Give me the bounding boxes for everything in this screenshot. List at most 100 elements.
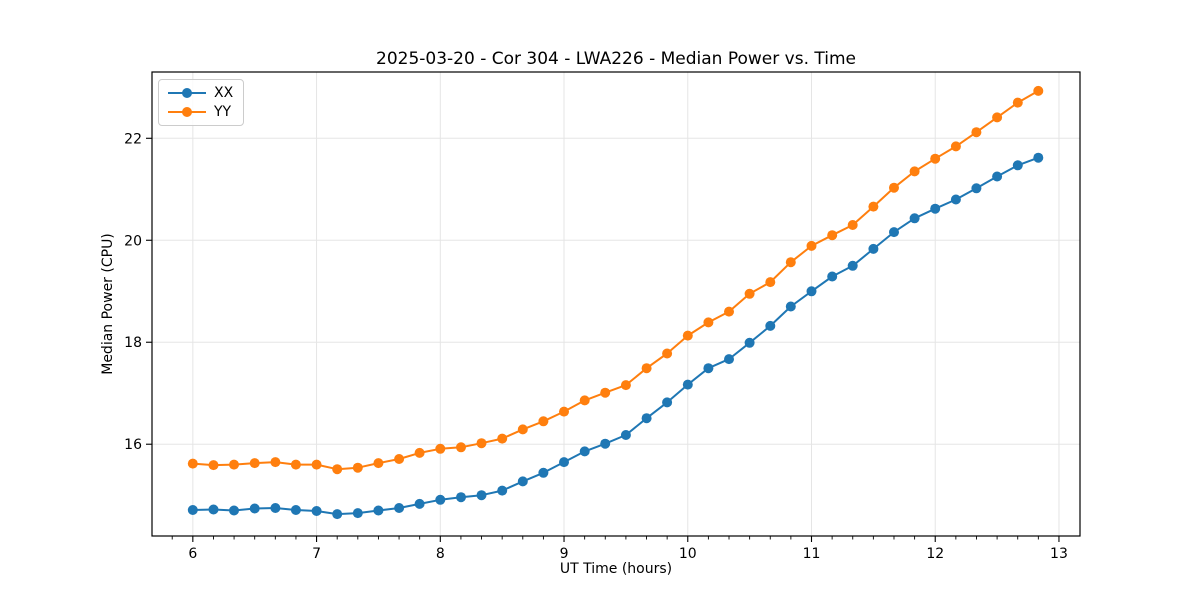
- legend-entry-xx: XX: [168, 86, 233, 100]
- data-point: [394, 503, 405, 513]
- data-point: [971, 183, 982, 194]
- data-point: [703, 363, 714, 374]
- data-point: [559, 457, 569, 468]
- data-point: [620, 380, 631, 391]
- data-point: [1012, 160, 1023, 171]
- data-point: [352, 462, 363, 473]
- legend-marker-xx-icon: [168, 87, 206, 99]
- data-point: [847, 220, 858, 230]
- legend-entry-yy: YY: [168, 105, 233, 119]
- y-tick-label: 18: [124, 335, 142, 351]
- data-point: [806, 286, 817, 297]
- legend: XX YY: [158, 79, 245, 126]
- data-point: [765, 320, 776, 331]
- data-point: [270, 503, 281, 513]
- data-point: [394, 454, 405, 464]
- data-point: [1012, 97, 1023, 108]
- data-point: [889, 182, 899, 193]
- data-point: [497, 485, 508, 496]
- y-tick-label: 16: [124, 437, 142, 453]
- data-point: [352, 508, 363, 519]
- y-axis-label: Median Power (CPU): [100, 233, 116, 375]
- data-point: [620, 430, 631, 440]
- data-point: [538, 467, 549, 478]
- data-point: [682, 330, 693, 341]
- data-point: [641, 413, 652, 424]
- data-point: [476, 438, 487, 449]
- data-point: [187, 458, 198, 469]
- data-point: [579, 395, 590, 406]
- data-point: [208, 460, 219, 471]
- data-point: [517, 476, 528, 487]
- data-point: [435, 494, 446, 505]
- data-point: [229, 505, 239, 516]
- data-point: [847, 260, 858, 271]
- data-point: [600, 387, 611, 398]
- data-point: [1033, 152, 1044, 163]
- data-point: [992, 112, 1003, 123]
- data-point: [785, 301, 796, 312]
- data-point: [249, 503, 260, 514]
- data-point: [600, 438, 611, 449]
- data-point: [311, 459, 322, 470]
- data-point: [724, 354, 734, 365]
- data-point: [414, 498, 425, 509]
- x-tick-label: 11: [803, 546, 821, 562]
- data-point: [785, 257, 796, 268]
- data-point: [806, 240, 817, 251]
- data-point: [950, 141, 961, 152]
- series-xx-markers: [187, 152, 1044, 520]
- data-point: [456, 442, 466, 453]
- x-tick-label: 13: [1050, 546, 1068, 562]
- data-point: [641, 363, 652, 374]
- data-point: [249, 458, 260, 469]
- data-point: [682, 379, 693, 390]
- data-point: [971, 127, 982, 138]
- data-point: [930, 203, 941, 214]
- data-point: [311, 506, 322, 516]
- data-point: [744, 288, 755, 299]
- data-point: [290, 505, 301, 515]
- x-tick-label: 6: [188, 546, 197, 562]
- series-yy-markers: [187, 85, 1044, 475]
- chart-title: 2025-03-20 - Cor 304 - LWA226 - Median P…: [376, 49, 856, 69]
- x-axis-label: UT Time (hours): [560, 561, 672, 577]
- data-point: [992, 171, 1003, 182]
- data-point: [579, 446, 590, 457]
- data-point: [724, 306, 734, 317]
- data-point: [476, 490, 487, 501]
- data-point: [930, 153, 941, 164]
- data-point: [889, 227, 899, 238]
- data-point: [517, 424, 528, 435]
- legend-label-xx: XX: [214, 85, 234, 101]
- data-point: [456, 492, 466, 503]
- y-tick-label: 22: [124, 131, 142, 147]
- data-point: [909, 166, 920, 177]
- x-tick-label: 7: [312, 546, 321, 562]
- data-point: [435, 443, 446, 454]
- data-point: [332, 509, 343, 520]
- data-point: [373, 458, 384, 469]
- series-yy-line: [191, 89, 1040, 471]
- data-point: [538, 416, 549, 427]
- data-point: [373, 505, 384, 516]
- data-point: [662, 348, 673, 359]
- data-point: [290, 459, 301, 470]
- data-point: [703, 317, 714, 328]
- y-tick-label: 20: [124, 233, 142, 249]
- data-point: [827, 271, 838, 282]
- data-point: [497, 433, 508, 444]
- x-tick-label: 8: [436, 546, 445, 562]
- x-tick-label: 10: [679, 546, 697, 562]
- plot-border: [151, 71, 1081, 537]
- data-point: [208, 504, 219, 515]
- data-point: [187, 505, 198, 515]
- data-point: [229, 459, 239, 470]
- legend-label-yy: YY: [214, 104, 232, 120]
- data-point: [765, 277, 776, 288]
- axes-layer: 6 7 8 9 10 11 12 13 16 18 20 22: [124, 71, 1081, 562]
- data-point: [744, 337, 755, 348]
- x-tick-label: 9: [560, 546, 569, 562]
